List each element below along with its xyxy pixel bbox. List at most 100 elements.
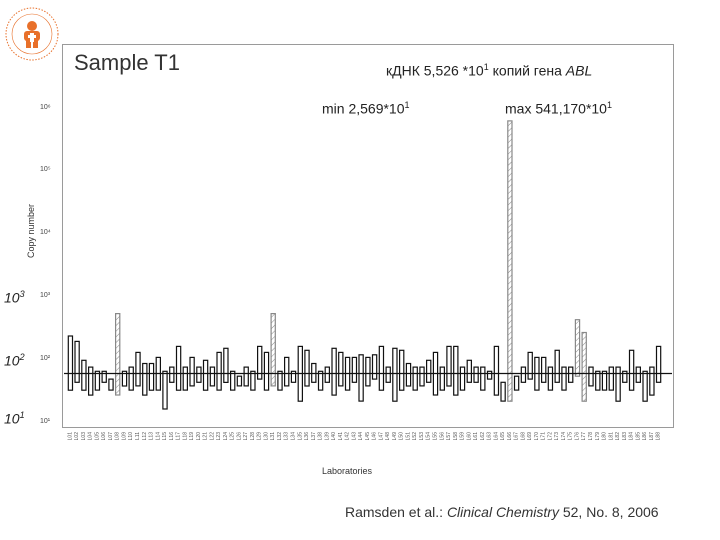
x-tick-label: L85	[635, 432, 641, 441]
lab-bar	[480, 366, 486, 391]
x-tick-label: L08	[115, 432, 121, 441]
lab-bar	[473, 366, 479, 383]
citation-authors: Ramsden et al.:	[345, 504, 447, 520]
y-tick-large: 101	[4, 410, 25, 427]
lab-bar	[108, 378, 114, 391]
lab-bar	[142, 362, 148, 396]
lab-bar	[405, 362, 412, 387]
main-annotation-prefix: кДНК 5,526 *10	[386, 62, 484, 79]
x-tick-label: L55	[433, 432, 439, 441]
lab-bar	[507, 120, 513, 402]
x-tick-label: L15	[162, 432, 168, 441]
x-tick-label: L70	[534, 432, 540, 441]
x-axis-label: Laboratories	[322, 466, 373, 476]
x-tick-label: L01	[67, 432, 73, 441]
x-tick-label: L66	[507, 432, 513, 441]
x-tick-label: L20	[196, 432, 202, 441]
max-annotation: max 541,170*101	[505, 100, 612, 117]
lab-bar	[277, 370, 283, 391]
lab-bar	[230, 370, 236, 391]
lab-bar	[513, 375, 520, 391]
lab-bar	[175, 345, 182, 391]
x-tick-label: L50	[399, 432, 405, 441]
x-tick-label: L14	[155, 432, 161, 441]
x-tick-label: L49	[392, 432, 398, 441]
lab-bar	[87, 366, 94, 396]
x-tick-label: L12	[142, 432, 148, 441]
lab-bar	[263, 351, 270, 391]
lab-bar	[540, 356, 547, 383]
lab-bar	[581, 331, 587, 402]
lab-bar	[371, 354, 378, 380]
x-tick-label: L72	[547, 432, 553, 441]
min-annotation: min 2,569*101	[322, 100, 410, 117]
x-tick-label: L53	[419, 432, 425, 441]
lab-bar	[101, 370, 107, 383]
lab-bar	[554, 349, 560, 383]
y-tick-exponent: 1	[19, 410, 25, 420]
x-tick-label: L25	[230, 432, 236, 441]
x-tick-label: L34	[291, 432, 297, 441]
main-annotation-gene: ABL	[565, 62, 593, 79]
lab-bar	[135, 351, 141, 387]
lab-bar	[608, 366, 615, 391]
lab-bar	[257, 345, 263, 380]
lab-bar	[358, 354, 364, 402]
lab-bar	[216, 351, 222, 391]
lab-bar	[81, 359, 87, 391]
y-tick-small: 10⁴	[40, 229, 51, 236]
x-tick-label: L22	[209, 432, 215, 441]
y-tick-base: 10	[4, 410, 20, 427]
y-tick-small: 10³	[40, 292, 51, 299]
main-annotation-exponent: 1	[483, 62, 489, 72]
lab-bar	[324, 366, 331, 383]
x-tick-label: L88	[656, 432, 662, 441]
x-tick-label: L74	[561, 432, 567, 441]
citation-details: 52, No. 8, 2006	[558, 504, 659, 520]
main-annotation: кДНК 5,526 *101 копий гена ABL	[386, 62, 592, 79]
x-tick-label: L32	[277, 432, 283, 441]
x-tick-label: L75	[568, 432, 574, 441]
y-tick-base: 10	[4, 352, 20, 369]
lab-bar	[74, 340, 80, 383]
x-tick-label: L80	[602, 432, 608, 441]
x-tick-label: L36	[304, 432, 310, 441]
x-tick-label: L35	[297, 432, 303, 441]
x-tick-label: L81	[608, 432, 614, 441]
y-tick-small: 10⁶	[40, 104, 51, 111]
lab-bar	[453, 345, 459, 396]
y-tick-base: 10	[4, 289, 20, 306]
x-tick-label: L82	[615, 432, 621, 441]
x-tick-label: L24	[223, 432, 229, 441]
chart-title: Sample T1	[74, 50, 180, 75]
x-tick-label: L78	[588, 432, 594, 441]
x-tick-label: L57	[446, 432, 452, 441]
x-tick-label: L52	[412, 432, 418, 441]
x-tick-label: L56	[439, 432, 445, 441]
lab-bar	[243, 366, 249, 387]
lab-bar	[148, 362, 155, 391]
x-tick-label: L79	[595, 432, 601, 441]
lab-bar	[223, 347, 229, 383]
x-tick-label: L03	[81, 432, 87, 441]
x-tick-label: L19	[189, 432, 195, 441]
lab-bar	[574, 319, 581, 377]
lab-bar	[284, 356, 290, 387]
lab-bar	[365, 356, 371, 387]
x-tick-label: L11	[135, 432, 141, 440]
x-tick-label: L13	[149, 432, 155, 441]
citation-journal: Clinical Chemistry	[446, 504, 559, 520]
x-tick-label: L21	[203, 432, 209, 441]
x-tick-label: L51	[405, 432, 411, 441]
max-annotation-exponent: 1	[606, 100, 612, 110]
x-tick-label: L54	[426, 432, 432, 441]
lab-bar	[338, 351, 344, 387]
x-tick-label: L18	[182, 432, 188, 441]
min-annotation-exponent: 1	[404, 100, 410, 110]
x-tick-label: L87	[649, 432, 655, 441]
x-tick-label: L84	[629, 432, 635, 441]
x-tick-label: L27	[243, 432, 249, 441]
lab-bar	[520, 366, 527, 383]
lab-bar	[547, 366, 554, 391]
